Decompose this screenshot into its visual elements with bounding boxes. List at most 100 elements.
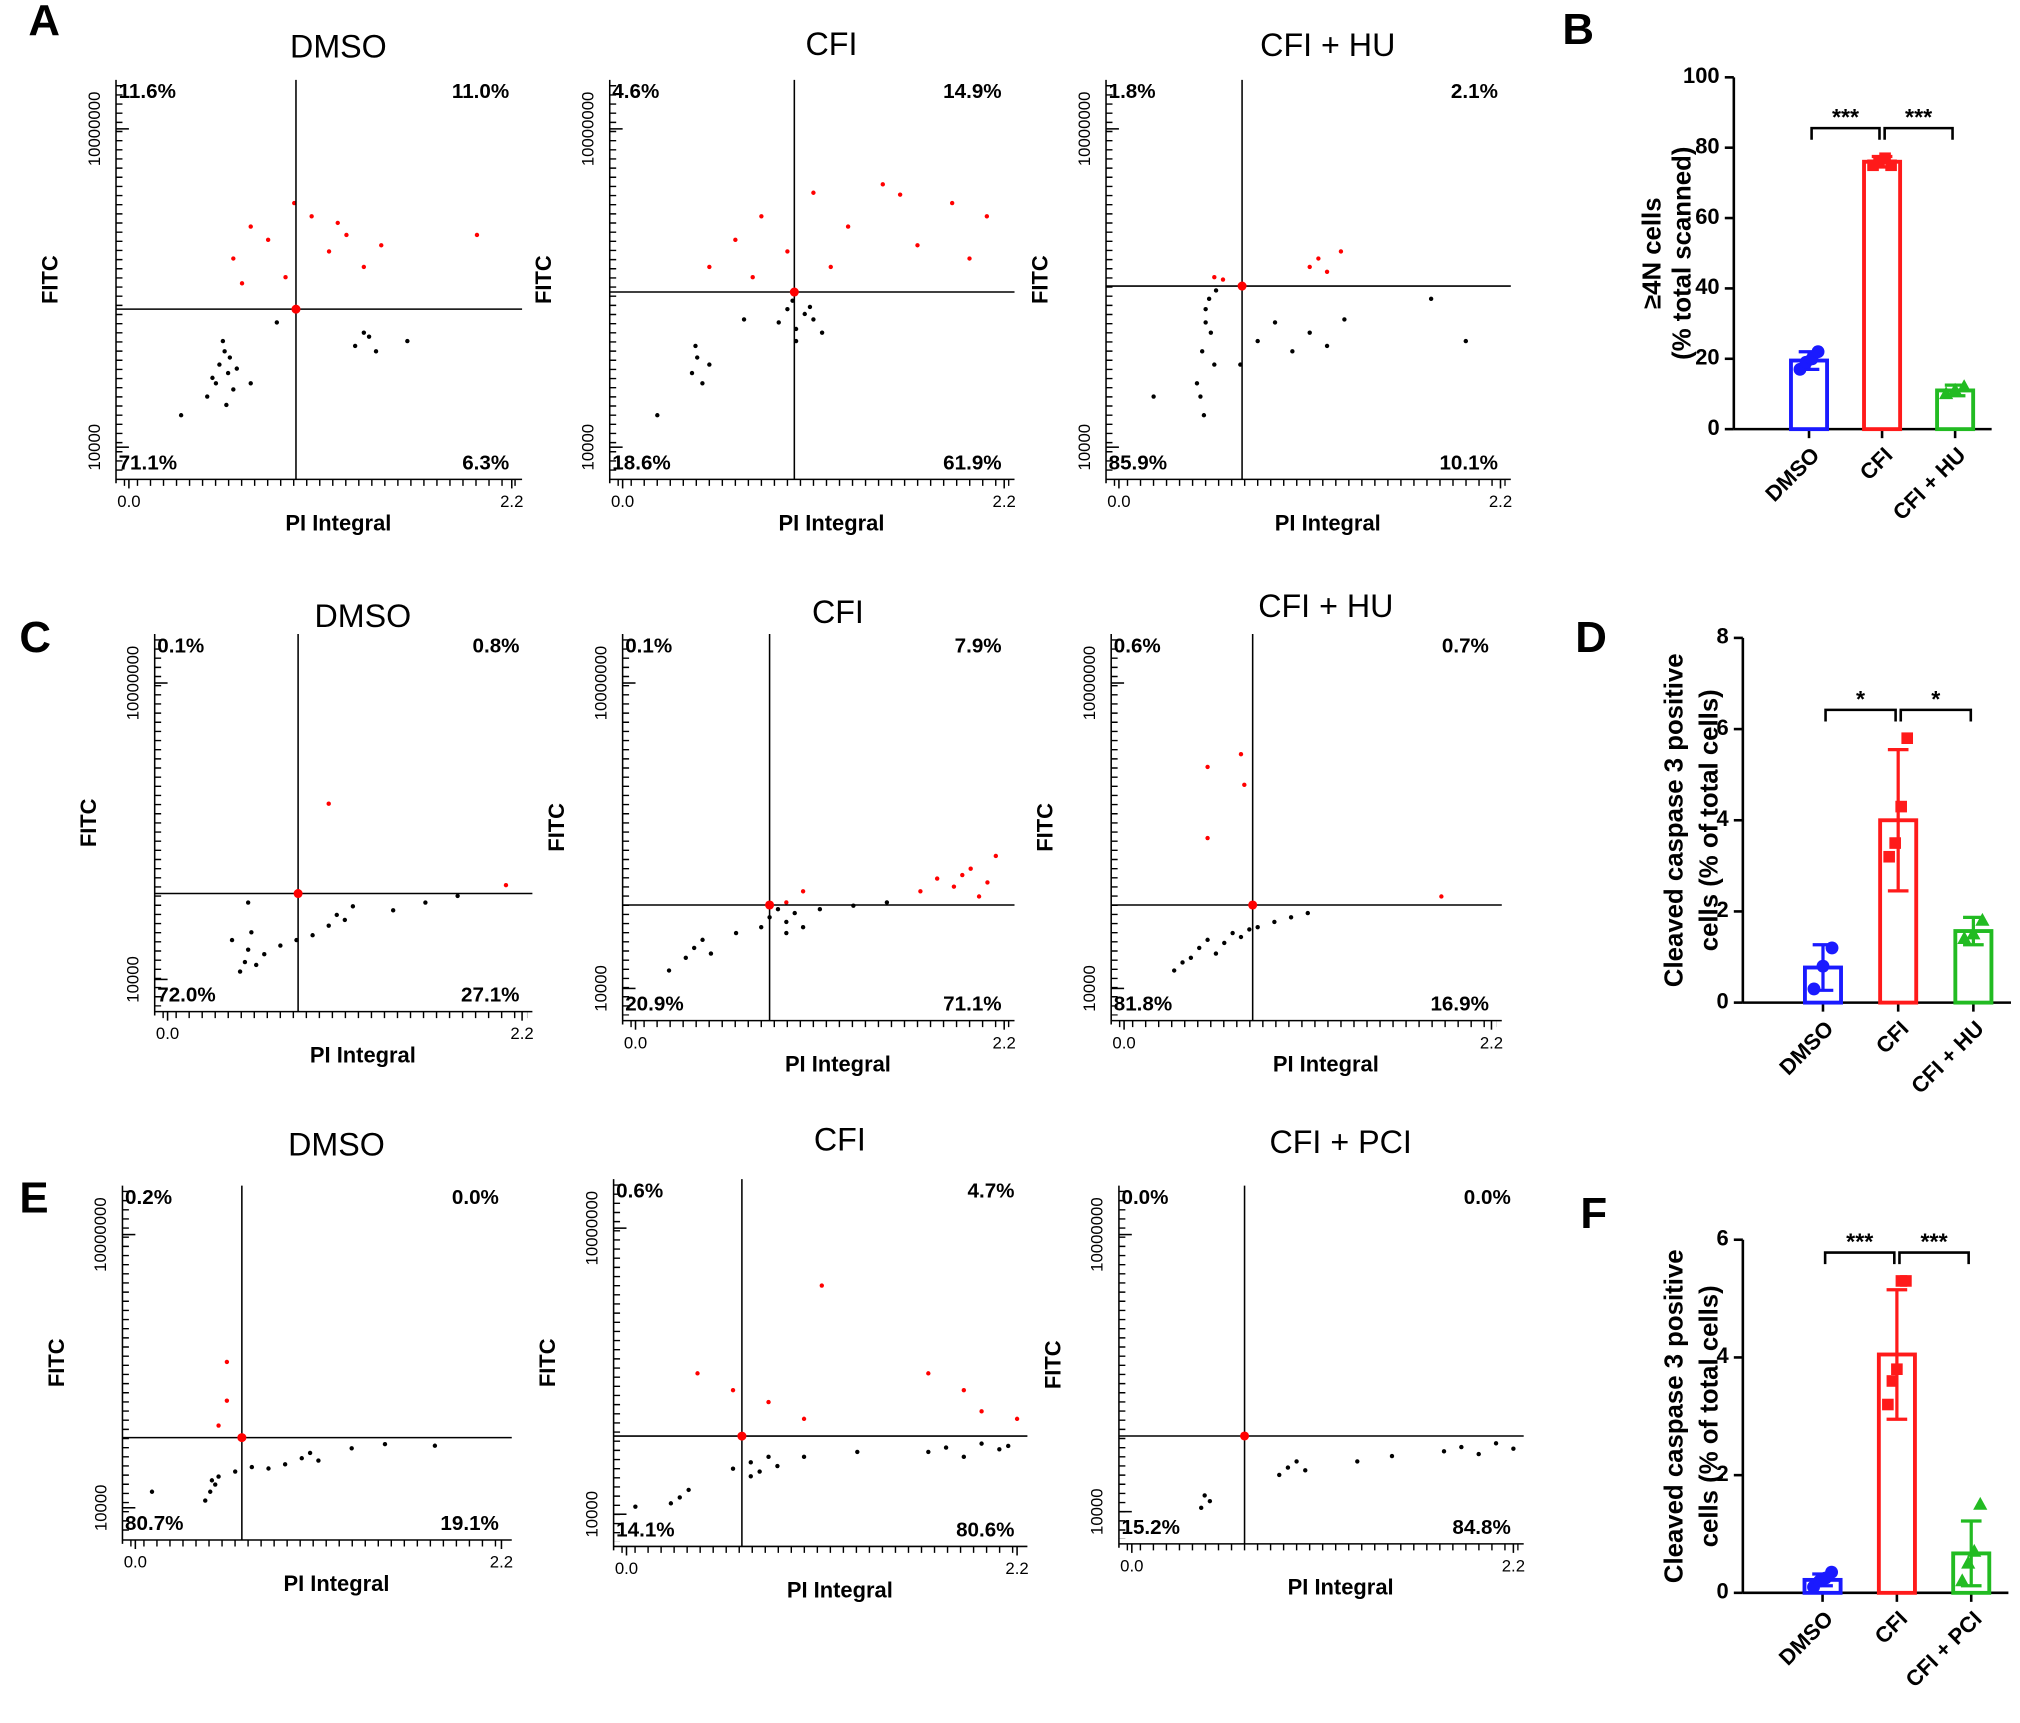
data-point: [1205, 764, 1210, 770]
significance-label: ***: [1905, 104, 1932, 130]
y-tick-label: 60: [1695, 204, 1719, 229]
data-point: [1255, 924, 1260, 930]
replicate-point: [1816, 959, 1830, 973]
replicate-point: [1895, 800, 1907, 813]
data-point: [282, 1462, 288, 1467]
y-tick-label: 10000000: [1075, 92, 1094, 167]
x-tick-label: 0.0: [1120, 1556, 1143, 1575]
data-point: [1288, 915, 1294, 920]
data-point: [310, 933, 315, 938]
data-point: [224, 1359, 230, 1365]
data-point: [1338, 249, 1344, 254]
y-tick-label: 20: [1695, 345, 1719, 370]
x-tick-label: 0.0: [156, 1024, 179, 1043]
significance-label: *: [1931, 686, 1940, 712]
data-point: [748, 1460, 753, 1465]
data-point: [730, 1466, 736, 1471]
data-point: [334, 912, 339, 918]
x-axis-label: PI Integral: [283, 1571, 389, 1596]
x-tick-label: 0.0: [624, 1033, 647, 1052]
x-tick-label: 0.0: [117, 492, 140, 511]
data-point: [979, 1441, 984, 1446]
data-point: [220, 338, 226, 344]
data-point: [239, 281, 245, 286]
quadrant-label: 80.6%: [956, 1518, 1014, 1541]
significance-bracket: [1883, 126, 1954, 140]
data-point: [1290, 349, 1295, 354]
quadrant-label: 16.9%: [1430, 993, 1488, 1016]
data-point: [984, 214, 990, 219]
data-point: [1213, 288, 1219, 293]
data-point: [1208, 330, 1214, 335]
replicate-point: [1973, 1496, 1988, 1510]
plot-title: CFI: [812, 594, 864, 630]
data-point: [1307, 330, 1312, 335]
data-point: [1212, 362, 1217, 367]
data-point: [695, 1371, 700, 1376]
data-point: [934, 876, 940, 881]
data-point: [203, 1498, 208, 1503]
data-point: [432, 1443, 438, 1448]
y-tick-label: 0: [1716, 1579, 1728, 1604]
data-point: [918, 889, 923, 894]
data-point: [307, 1450, 313, 1456]
significance-label: ***: [1832, 104, 1859, 130]
y-axis-label: cells (% of total cells): [1695, 1285, 1723, 1547]
y-tick-label: 2: [1716, 897, 1728, 922]
gate-center: [1248, 900, 1258, 910]
data-point: [1511, 1446, 1516, 1451]
data-point: [262, 952, 267, 957]
quadrant-label: 0.6%: [616, 1180, 663, 1203]
data-point: [242, 959, 248, 965]
data-point: [785, 249, 790, 254]
replicate-point: [1961, 1555, 1976, 1569]
quadrant-label: 7.9%: [955, 634, 1002, 657]
y-tick-label: 10000000: [123, 646, 142, 721]
data-point: [784, 919, 789, 925]
data-point: [741, 317, 747, 322]
x-tick-label: 2.2: [1480, 1033, 1503, 1052]
x-tick-label: 2.2: [500, 492, 523, 511]
data-point: [1203, 320, 1208, 325]
data-point: [316, 1458, 321, 1463]
y-tick-label: 10000: [579, 424, 598, 471]
data-point: [1428, 296, 1434, 302]
y-axis-label: Cleaved caspase 3 positive: [1661, 1249, 1689, 1583]
quadrant-label: 61.9%: [943, 451, 1001, 474]
y-tick-label: 4: [1716, 806, 1729, 831]
data-point: [1476, 1451, 1481, 1457]
data-point: [326, 801, 331, 806]
quadrant-label: 1.8%: [1109, 80, 1156, 103]
quadrant-label: 2.1%: [1451, 80, 1498, 103]
y-tick-label: 10000000: [582, 1191, 601, 1266]
data-point: [792, 910, 797, 916]
data-point: [707, 264, 712, 270]
data-point: [819, 1283, 824, 1288]
y-axis-label: FITC: [544, 803, 569, 852]
y-tick-label: 10000: [91, 1485, 110, 1532]
data-point: [700, 937, 705, 943]
data-point: [1238, 934, 1244, 940]
panel-label: E: [19, 1174, 48, 1223]
data-point: [855, 1449, 860, 1455]
y-tick-label: 0: [1707, 415, 1719, 440]
data-point: [1294, 1459, 1299, 1464]
data-point: [1441, 1449, 1447, 1454]
data-point: [1459, 1444, 1464, 1450]
data-point: [693, 343, 698, 349]
data-point: [1199, 1505, 1204, 1511]
data-point: [915, 243, 920, 248]
data-point: [326, 923, 331, 928]
y-tick-label: 100: [1683, 63, 1720, 88]
data-point: [209, 1478, 215, 1483]
data-point: [213, 1482, 218, 1487]
quadrant-label: 0.0%: [452, 1186, 499, 1209]
data-point: [897, 192, 903, 197]
panel-label: A: [28, 0, 60, 45]
data-point: [349, 1446, 354, 1451]
y-tick-label: 10000000: [91, 1197, 110, 1272]
data-point: [1151, 394, 1156, 399]
x-axis-label: PI Integral: [787, 1577, 893, 1602]
data-point: [997, 1447, 1002, 1452]
data-point: [213, 381, 219, 386]
